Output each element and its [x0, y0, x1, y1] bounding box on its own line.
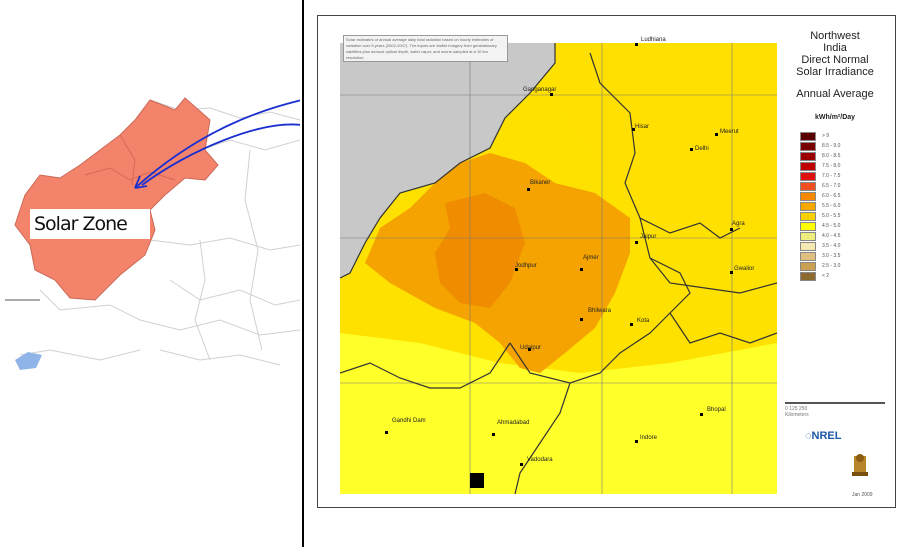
city-label: Ajmer [583, 255, 599, 261]
map-legend: Northwest India Direct Normal Solar Irra… [780, 30, 890, 500]
city-label: Ganganagar [523, 87, 557, 93]
overview-map-svg [5, 97, 300, 370]
solar-zone-region [14, 97, 219, 301]
legend-entry: 8.0 - 8.5 [800, 151, 890, 161]
title-line: Solar Irradiance [796, 66, 874, 78]
legend-label: 5.5 - 6.0 [822, 203, 841, 209]
legend-rows: > 9 8.5 - 9.0 8.0 - 8.5 7.5 - 8.0 7.0 - 7.5 6… [780, 131, 890, 281]
legend-swatch [800, 141, 816, 151]
city-label: Indore [640, 435, 658, 441]
city-label: Meerut [720, 129, 739, 135]
legend-swatch [800, 241, 816, 251]
city-label: Hisar [635, 124, 650, 130]
legend-swatch [800, 231, 816, 241]
city-label: Jodhpur [515, 263, 537, 269]
legend-swatch [800, 181, 816, 191]
legend-entry: 4.5 - 5.0 [800, 221, 890, 231]
scale-bar: 0 125 250 Kilometers [785, 402, 885, 418]
city-label: Ludhiana [641, 37, 666, 43]
city-markers [385, 43, 733, 466]
map-note: Solar estimates of annual average daily … [343, 35, 508, 62]
pointer-arrows [134, 99, 300, 189]
solar-zone-label: Solar Zone [30, 209, 150, 239]
legend-label: 7.0 - 7.5 [822, 173, 841, 179]
legend-swatch [800, 261, 816, 271]
city-label: Jaipur [640, 234, 657, 240]
legend-unit: kWh/m²/Day [814, 114, 856, 121]
state-borders [340, 43, 777, 494]
scale-unit: Kilometers [785, 412, 809, 418]
city-label: Bikaner [530, 180, 551, 186]
legend-swatch [800, 131, 816, 141]
legend-entry: 8.5 - 9.0 [800, 141, 890, 151]
city-label: Gandhi Dam [392, 418, 426, 424]
legend-label: 6.5 - 7.0 [822, 183, 841, 189]
title-line: Direct Normal [801, 54, 869, 66]
legend-entry: 3.0 - 3.5 [800, 251, 890, 261]
legend-swatch [800, 251, 816, 261]
neighbor-country [340, 43, 555, 278]
legend-entry: 5.5 - 6.0 [800, 201, 890, 211]
legend-label: 8.0 - 8.5 [822, 153, 841, 159]
city-label: Vadodara [527, 457, 553, 463]
city-label: Agra [732, 221, 745, 227]
city-label: Kota [637, 318, 650, 324]
legend-swatch [800, 211, 816, 221]
legend-label: 4.5 - 5.0 [822, 223, 841, 229]
legend-entry: < 2 [800, 271, 890, 281]
legend-swatch [800, 161, 816, 171]
scale-values: 0 125 250 [785, 406, 808, 412]
legend-label: 8.5 - 9.0 [822, 143, 841, 149]
irradiance-map [340, 43, 777, 494]
legend-label: 7.5 - 8.0 [822, 163, 841, 169]
legend-entry: 7.0 - 7.5 [800, 171, 890, 181]
legend-label: 6.0 - 6.5 [822, 193, 841, 199]
legend-swatch [800, 221, 816, 231]
overview-map [0, 85, 300, 385]
legend-swatch [800, 271, 816, 281]
nrel-logo-text: NREL [811, 430, 842, 442]
legend-title: Northwest India Direct Normal Solar Irra… [780, 30, 890, 78]
city-label: Bhilwara [588, 308, 612, 314]
city-label: Delhi [695, 146, 709, 152]
legend-label: 5.0 - 5.5 [822, 213, 841, 219]
legend-label: < 2 [822, 273, 830, 279]
water-body [15, 352, 42, 370]
legend-entry: > 9 [800, 131, 890, 141]
legend-label: 4.0 - 4.5 [822, 233, 841, 239]
legend-label: 3.0 - 3.5 [822, 253, 841, 259]
legend-label: 3.5 - 4.0 [822, 243, 841, 249]
title-line: India [823, 42, 847, 54]
divider-line [302, 0, 304, 547]
legend-entry: 7.5 - 8.0 [800, 161, 890, 171]
india-emblem-icon [852, 454, 868, 476]
city-label: Gwalior [734, 266, 755, 272]
legend-entry: 4.0 - 4.5 [800, 231, 890, 241]
nrel-logo: ◌NREL [805, 430, 842, 442]
title-line: Northwest [810, 30, 860, 42]
city-label: Udaipur [520, 345, 542, 351]
city-label: Bhopal [707, 407, 726, 413]
legend-label: 2.5 - 3.0 [822, 263, 841, 269]
map-grid [340, 43, 777, 494]
legend-label: > 9 [822, 133, 830, 139]
legend-entry: 5.0 - 5.5 [800, 211, 890, 221]
legend-swatch [800, 191, 816, 201]
legend-swatch [800, 151, 816, 161]
legend-entry: 3.5 - 4.0 [800, 241, 890, 251]
legend-swatch [800, 171, 816, 181]
legend-entry: 6.5 - 7.0 [800, 181, 890, 191]
city-label: Ahmadabad [497, 420, 530, 426]
map-date: Jan 2009 [852, 492, 873, 498]
legend-swatch [800, 201, 816, 211]
legend-subtitle: Annual Average [796, 88, 874, 100]
legend-entry: 6.0 - 6.5 [800, 191, 890, 201]
legend-entry: 2.5 - 3.0 [800, 261, 890, 271]
